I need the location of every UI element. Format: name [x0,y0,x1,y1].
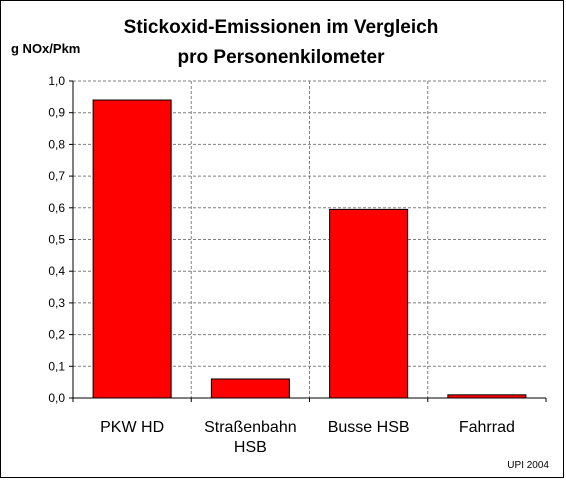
y-tick-label: 0,4 [48,264,65,278]
plot-area: 0,0 0,1 0,2 0,3 0,4 0,5 0,6 0,7 0,8 0,9 1,0 PKW HD S… [48,74,547,456]
y-tick-label: 0,8 [48,137,65,151]
y-tick-label: 1,0 [48,74,65,88]
y-tick-label: 0,0 [48,391,65,405]
chart-title-line-1: Stickoxid-Emissionen im Vergleich [124,17,439,38]
x-category-label: Straßenbahn [204,419,297,436]
y-tick-label: 0,1 [48,359,65,373]
y-tick-label: 0,5 [48,233,65,247]
y-tick-label: 0,9 [48,106,65,120]
bar [92,99,172,399]
y-tick-label: 0,2 [48,328,65,342]
x-category-label: PKW HD [100,419,164,436]
chart-title-line-2: pro Personenkilometer [178,47,386,68]
y-axis-label: g NOx/Pkm [11,41,80,56]
x-category-label: Busse HSB [328,419,410,436]
source-note: UPI 2004 [507,460,549,471]
bar [329,208,409,399]
x-category-label: Fahrrad [459,419,515,436]
bar [210,378,290,399]
y-tick-label: 0,7 [48,169,65,183]
y-tick-label: 0,3 [48,296,65,310]
x-category-label: HSB [234,439,267,456]
y-tick-label: 0,6 [48,201,65,215]
